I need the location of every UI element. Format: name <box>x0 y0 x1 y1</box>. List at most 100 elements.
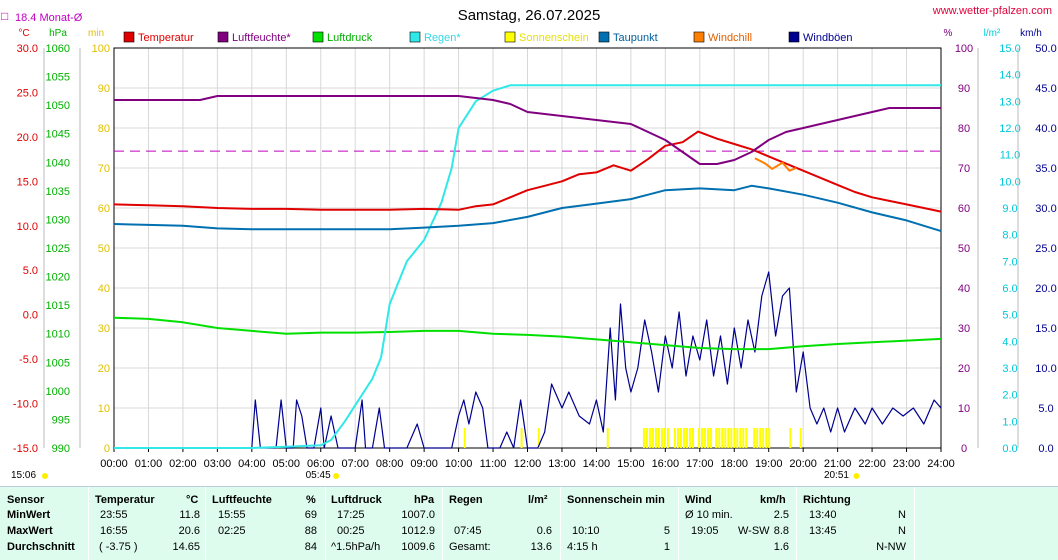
hum-max-time: 02:25 <box>218 525 246 537</box>
right-axis-tick: 15.0 <box>999 43 1020 55</box>
legend-swatch <box>409 31 421 43</box>
left-axis-tick: 1030 <box>46 214 70 226</box>
sunshine-bar <box>753 428 756 448</box>
legend-swatch <box>217 31 229 43</box>
dir-max-time: 13:45 <box>809 525 837 537</box>
temp-min-time: 23:55 <box>100 509 128 521</box>
right-axis-tick: 11.0 <box>1000 150 1021 162</box>
wind-min-value: 2.5 <box>773 509 789 521</box>
right-axis-tick: 30.0 <box>1035 203 1056 215</box>
right-axis-tick: 0.0 <box>1038 443 1053 455</box>
sunshine-bar <box>660 428 663 448</box>
sunshine-bar <box>718 428 721 448</box>
sunrise-label: 05:45 <box>306 470 331 480</box>
sunshine-bar <box>645 428 648 448</box>
left-axis-tick: 1060 <box>46 43 70 55</box>
sunshine-bar <box>679 428 682 448</box>
legend-label: Taupunkt <box>613 32 658 44</box>
left-axis-tick: 10 <box>98 403 110 415</box>
hum-header: Luftfeuchte <box>212 494 272 506</box>
press-max-value: 1012.9 <box>401 525 435 537</box>
x-tick-label: 15:00 <box>617 458 645 470</box>
right-axis-tick: 80 <box>958 123 970 135</box>
left-axis-unit: °C <box>18 28 29 39</box>
monthly-avg-label: 18.4 Monat-Ø <box>15 12 83 24</box>
right-axis-tick: 40 <box>958 283 970 295</box>
chart-title: Samstag, 26.07.2025 <box>458 7 601 24</box>
rain-avg-extra: Gesamt: <box>449 541 491 553</box>
left-axis-tick: -15.0 <box>13 443 38 455</box>
current-time-icon <box>42 473 48 479</box>
press-header: Luftdruck <box>331 494 382 506</box>
right-axis-tick: 0 <box>961 443 967 455</box>
legend-label: Temperatur <box>138 32 194 44</box>
x-tick-label: 22:00 <box>858 458 886 470</box>
legend-label: Windchill <box>708 32 752 44</box>
sunshine-bar <box>730 428 733 448</box>
left-axis-unit: min <box>88 28 104 39</box>
sunrise-icon <box>333 473 340 479</box>
x-tick-label: 18:00 <box>720 458 748 470</box>
right-axis-tick: 25.0 <box>1035 243 1056 255</box>
windchill-line <box>754 157 797 172</box>
left-axis-tick: 1035 <box>46 186 70 198</box>
sunshine-bar <box>648 428 651 448</box>
legend-label: Regen* <box>424 32 461 44</box>
sunshine-bar <box>756 428 759 448</box>
row-label-max: MaxWert <box>7 525 53 537</box>
gust-line <box>114 271 942 449</box>
monthly-avg-icon: □ <box>1 9 8 23</box>
right-axis-tick: 12.0 <box>999 123 1020 135</box>
left-axis-tick: 100 <box>92 43 110 55</box>
right-axis-tick: 13.0 <box>999 96 1020 108</box>
legend-label: Luftfeuchte* <box>232 32 291 44</box>
dir-header: Richtung <box>803 494 851 506</box>
x-tick-label: 09:00 <box>410 458 438 470</box>
temp-avg-value: 14.65 <box>172 541 200 553</box>
right-axis-tick: 60 <box>958 203 970 215</box>
dir-min-value: N <box>898 509 906 521</box>
left-axis-tick: 30 <box>98 323 110 335</box>
right-axis-unit: km/h <box>1020 28 1042 39</box>
left-axis-unit: hPa <box>49 28 67 39</box>
left-axis-tick: 1055 <box>46 72 70 84</box>
sunshine-bar <box>727 428 730 448</box>
right-axis-tick: 2.0 <box>1002 390 1017 402</box>
right-axis-tick: 0.0 <box>1002 443 1017 455</box>
right-axis-tick: 1.0 <box>1002 416 1017 428</box>
wind-max-value: 8.8 <box>773 525 789 537</box>
sunshine-bar <box>715 428 718 448</box>
right-axis-tick: 50 <box>958 243 970 255</box>
sunshine-bar <box>606 428 609 448</box>
left-axis-tick: 15.0 <box>17 176 38 188</box>
rain-header: Regen <box>449 494 483 506</box>
left-axis-tick: 1005 <box>46 357 70 369</box>
x-tick-label: 00:00 <box>100 458 128 470</box>
right-axis-unit: l/m² <box>984 28 1001 39</box>
right-axis-tick: 20 <box>958 363 970 375</box>
left-axis-tick: 10.0 <box>17 221 38 233</box>
left-axis-tick: 1045 <box>46 129 70 141</box>
sunshine-bar <box>739 428 742 448</box>
legend-swatch <box>693 31 705 43</box>
left-axis-tick: 990 <box>52 443 70 455</box>
left-axis-tick: 50 <box>98 243 110 255</box>
left-axis-tick: 40 <box>98 283 110 295</box>
temp-avg-extra: ( -3.75 ) <box>99 541 138 553</box>
temp-min-value: 11.8 <box>179 509 200 521</box>
x-tick-label: 07:00 <box>341 458 369 470</box>
sunshine-bar <box>768 428 771 448</box>
press-max-time: 00:25 <box>337 525 365 537</box>
left-axis-tick: 70 <box>98 163 110 175</box>
left-axis-tick: 1025 <box>46 243 70 255</box>
right-axis-tick: 10.0 <box>1035 363 1056 375</box>
website-link[interactable]: www.wetter-pfalzen.com <box>932 5 1052 17</box>
x-tick-label: 13:00 <box>548 458 576 470</box>
sunshine-bar <box>733 428 736 448</box>
right-axis-tick: 90 <box>958 83 970 95</box>
sunshine-bar <box>759 428 762 448</box>
humidity-line <box>114 95 941 165</box>
left-axis-tick: 1015 <box>46 300 70 312</box>
sunshine-bar <box>663 428 666 448</box>
left-axis-tick: 1010 <box>46 329 70 341</box>
